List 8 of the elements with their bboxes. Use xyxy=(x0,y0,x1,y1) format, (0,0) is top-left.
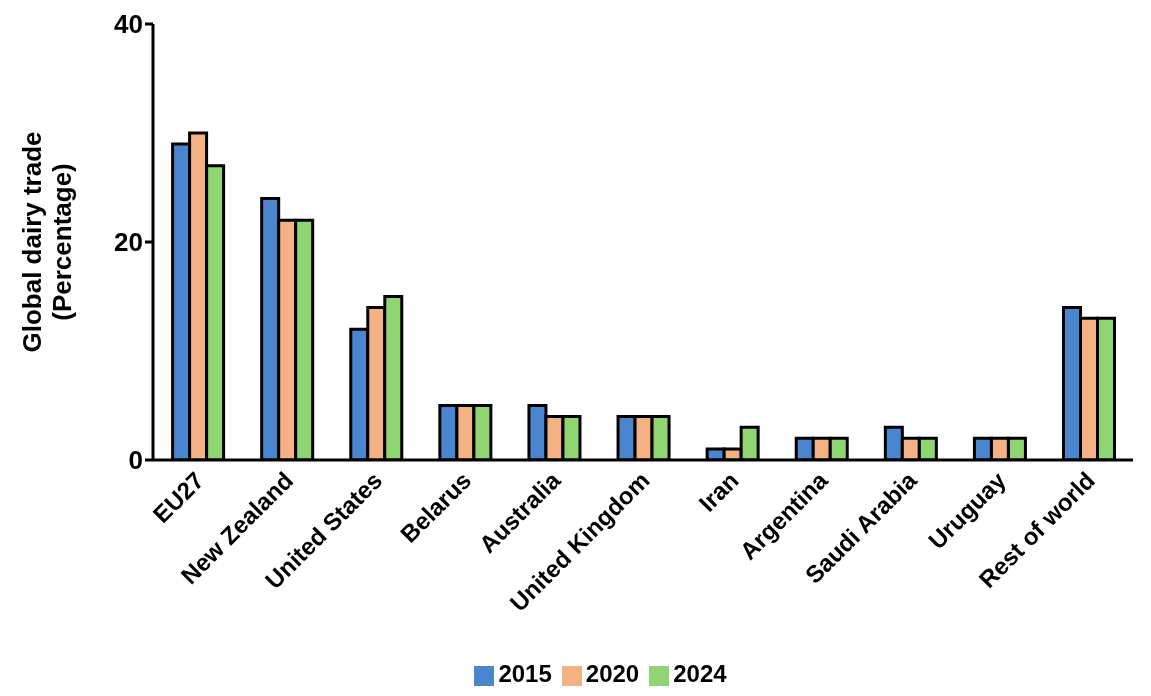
y-tick-label: 20 xyxy=(114,227,143,258)
y-tick-label: 0 xyxy=(128,445,143,476)
legend-label: 2015 xyxy=(498,660,552,687)
legend-label: 2020 xyxy=(585,660,640,687)
legend-label: 2024 xyxy=(673,660,727,687)
x-tick-label: Iran xyxy=(693,466,744,517)
y-axis-title: Global dairy trade (Percentage) xyxy=(17,131,77,353)
y-tick-label: 40 xyxy=(114,9,143,40)
